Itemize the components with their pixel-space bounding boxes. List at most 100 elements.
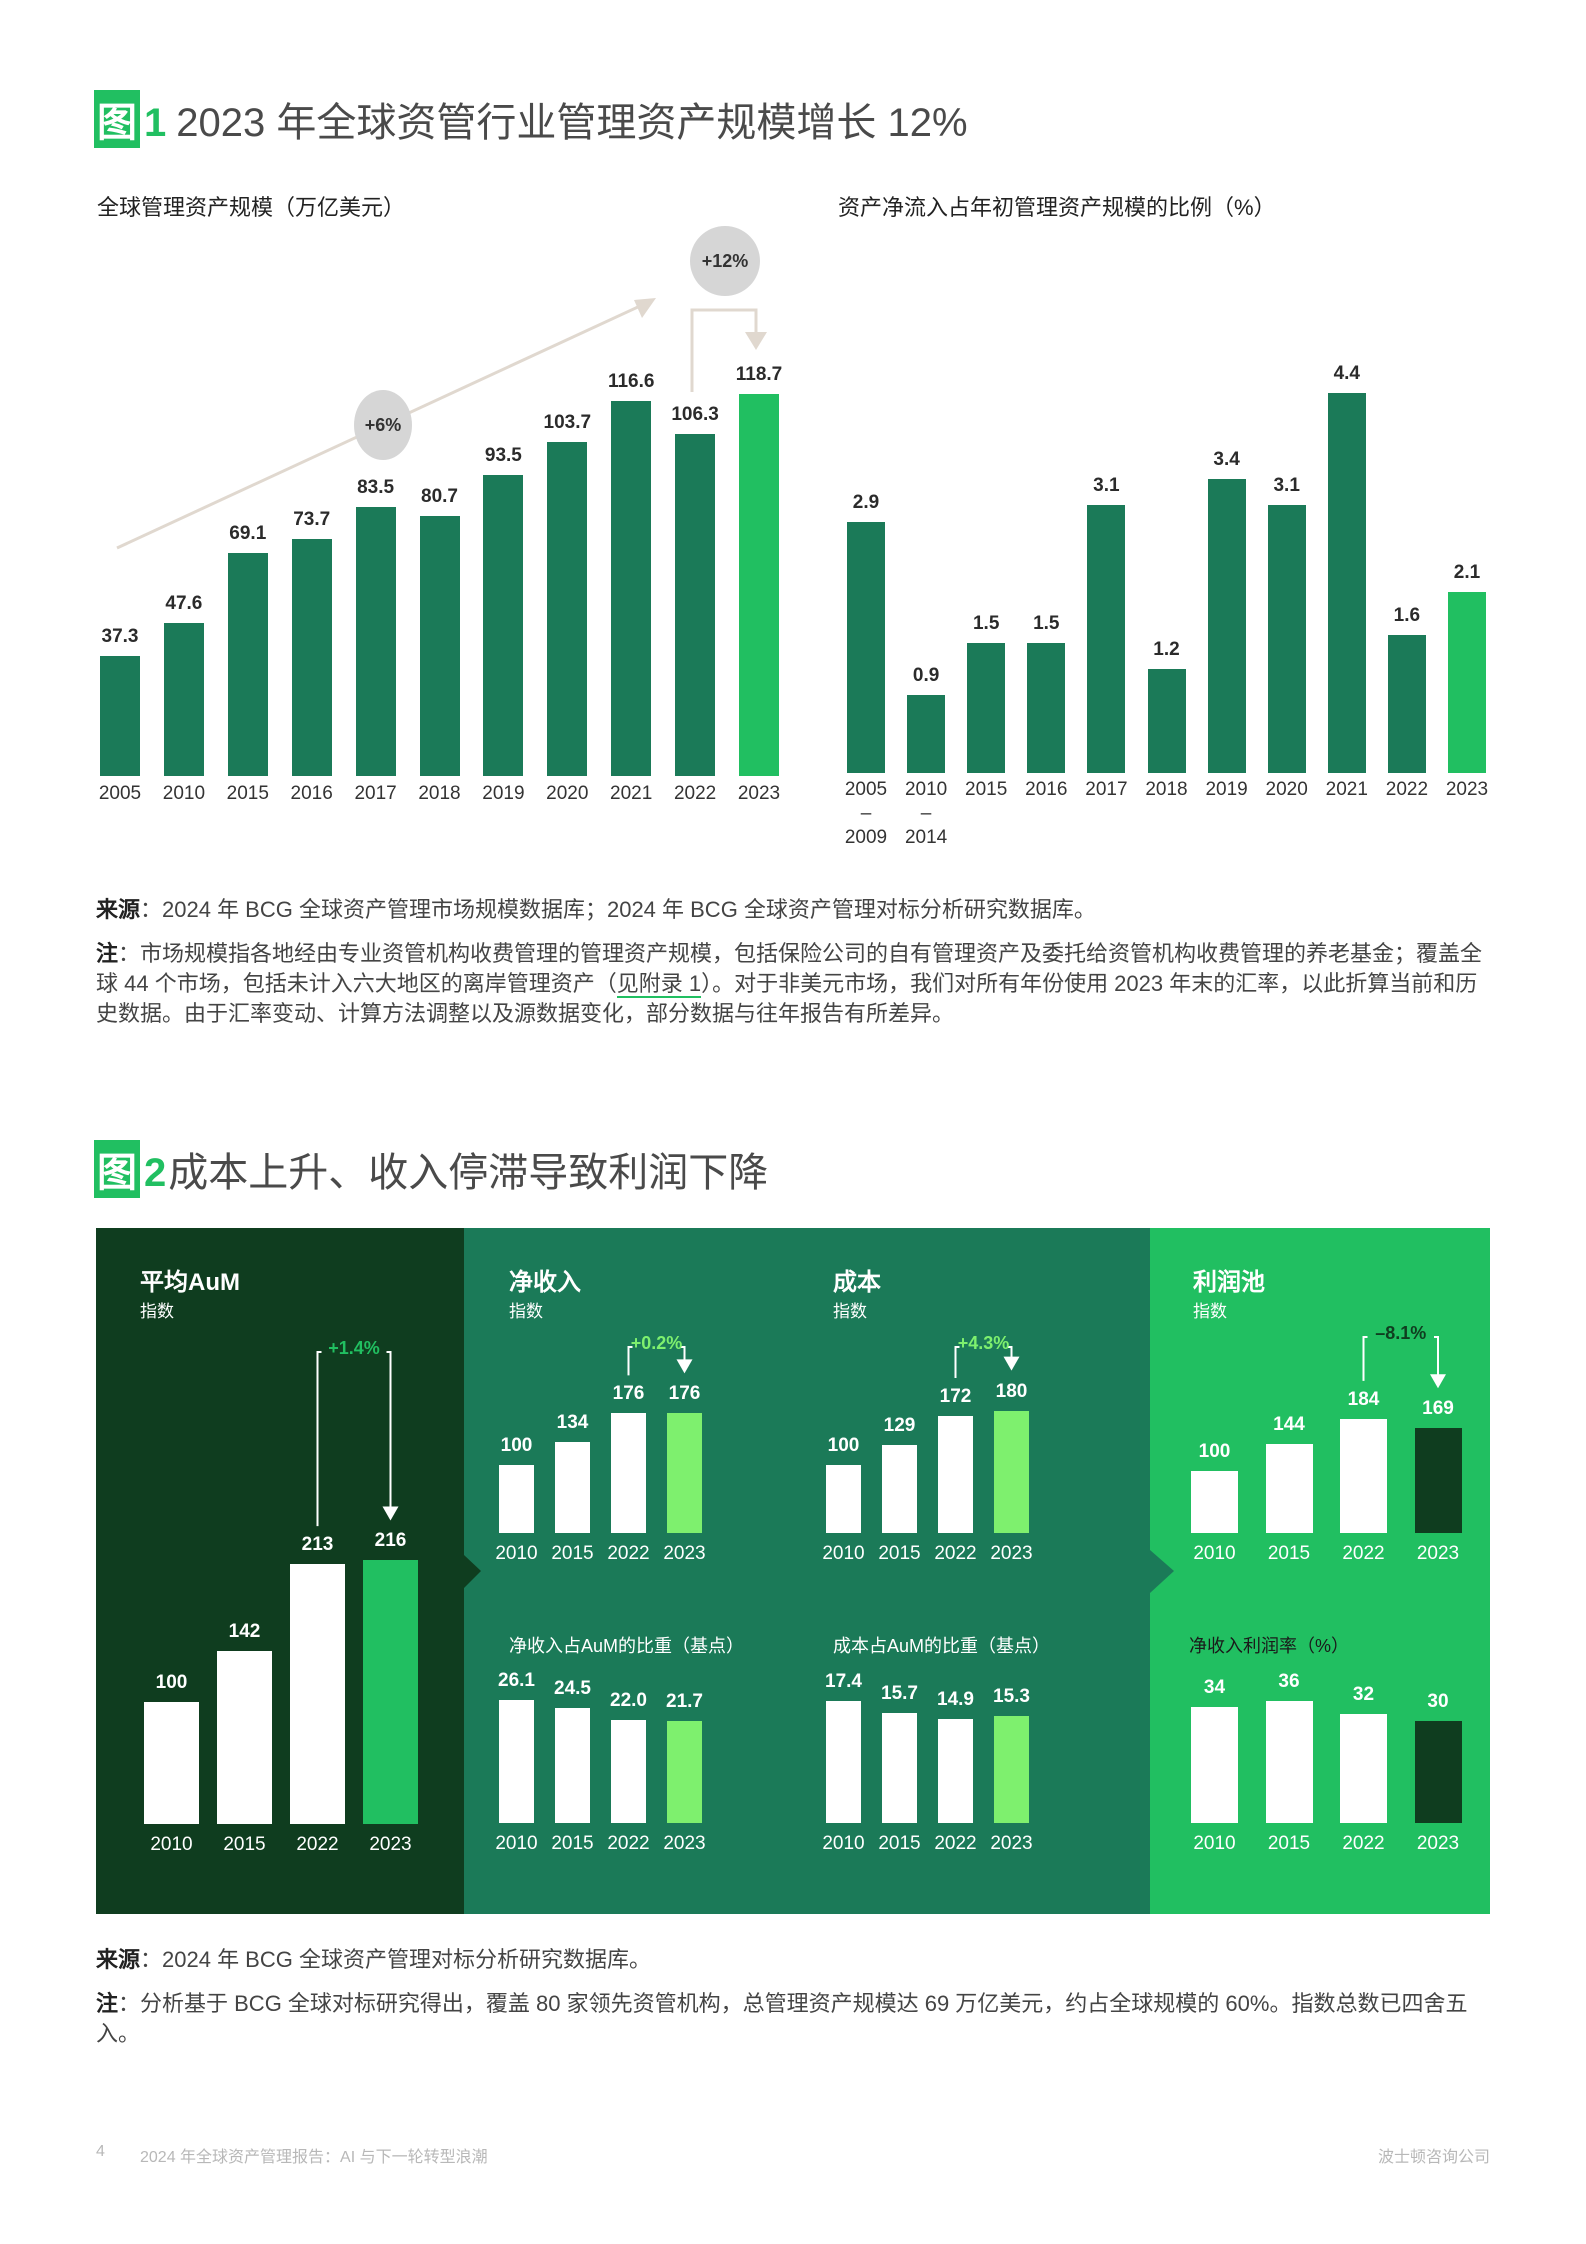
figure-tag: 图 (94, 1140, 140, 1198)
figure-2-note: 注：分析基于 BCG 全球对标研究得出，覆盖 80 家领先资管机构，总管理资产规… (96, 1989, 1496, 2049)
bar-value-label: 30 (1427, 1691, 1449, 1712)
bar (100, 655, 140, 776)
source-label: 来源 (96, 897, 141, 922)
bar (1327, 392, 1366, 773)
bar-value-label: 3.1 (1273, 475, 1300, 497)
figure-title-text: 成本上升、收入停滞导致利润下降 (168, 1151, 769, 1195)
x-axis-label: 2023 (1416, 1833, 1460, 1854)
figure-number: 1 (144, 101, 167, 145)
x-axis-label: 2015 (223, 1834, 266, 1855)
x-axis-label: 2010 (495, 1833, 538, 1854)
x-axis-label: 2020 (546, 783, 589, 804)
panel-revenue-title: 净收入 (509, 1269, 581, 1296)
bar (611, 400, 652, 776)
panel-cost-title: 成本 (833, 1269, 881, 1296)
bar-value-label: 83.5 (357, 477, 395, 499)
x-axis-label: 2015 (965, 779, 1008, 800)
bar-value-label: 213 (301, 1534, 334, 1556)
bar (355, 507, 396, 776)
x-axis-label: 2021 (1325, 779, 1368, 800)
bar (1265, 1443, 1313, 1533)
bar-value-label: 1.5 (1033, 613, 1060, 635)
x-axis-label: 2023 (663, 1833, 706, 1854)
bar-value-label: 69.1 (229, 523, 267, 545)
appendix-link[interactable]: 见附录 1 (616, 971, 702, 998)
bar (611, 1413, 646, 1533)
bar (1414, 1721, 1462, 1823)
bar (1191, 1707, 1238, 1823)
x-axis-label: 2005 (98, 783, 142, 804)
x-axis-label: 2023 (1416, 1543, 1460, 1564)
bar (217, 1650, 272, 1824)
bar (1191, 1471, 1238, 1533)
x-axis-label: 2015 (551, 1543, 594, 1564)
bar-value-label: 15.3 (993, 1685, 1030, 1707)
x-axis-label: 2015 (878, 1833, 921, 1854)
note-label: 注 (96, 941, 119, 966)
bar (1147, 669, 1186, 773)
x-axis-label: 2017 (1085, 779, 1128, 800)
bar-value-label: 100 (1198, 1441, 1231, 1462)
x-axis-label: 2010 (1193, 1543, 1236, 1564)
bar (499, 1700, 534, 1823)
bar (547, 442, 588, 776)
x-axis-label: 2019 (482, 783, 525, 804)
note-text-cont: ）。对于非美元市场，我们对所有年份使用 2023 年末的汇率，以此折算当前和历史… (96, 971, 1478, 1026)
company-name: 波士顿咨询公司 (1377, 2149, 1490, 2166)
bar-value-label: 118.7 (735, 363, 783, 385)
x-axis-label: 2010 (822, 1543, 865, 1564)
bar-value-label: 2.9 (852, 492, 880, 514)
note-label: 注 (96, 1991, 119, 2016)
x-axis-label: 2022 (673, 783, 717, 804)
bar-value-label: 93.5 (484, 444, 522, 466)
x-axis-label: 2017 (354, 783, 397, 804)
bar (675, 433, 716, 776)
bar-value-label: 0.9 (912, 665, 940, 687)
x-axis-label: 2015 (878, 1543, 921, 1564)
bar (1265, 1700, 1313, 1823)
bar (1387, 634, 1426, 773)
x-axis-label: 2018 (418, 783, 461, 804)
panel-profit-subtitle: 指数 (1193, 1302, 1227, 1321)
revenue-bps-title: 净收入占AuM的比重（基点） (509, 1636, 745, 1656)
panel-aum-title: 平均AuM (140, 1269, 240, 1296)
bar-value-label: 32 (1352, 1684, 1375, 1706)
figure-1-title: 图 1 2023 年全球资管行业管理资产规模增长 12% (94, 90, 968, 148)
bar (882, 1445, 917, 1533)
cagr-badge: +6% (354, 390, 412, 460)
bar-value-label: 129 (883, 1415, 916, 1437)
x-axis-label: 2010 (150, 1834, 193, 1855)
bar-value-label: 24.5 (554, 1677, 591, 1699)
bar-value-label: 3.1 (1093, 475, 1120, 497)
bar (1340, 1714, 1387, 1823)
x-axis-label: 2015 (226, 783, 269, 804)
bar (1207, 479, 1246, 773)
x-axis-label: 2010 (495, 1543, 538, 1564)
bar (363, 1560, 418, 1824)
x-axis-label: 2018 (1145, 779, 1188, 800)
x-axis-label: 2021 (610, 783, 653, 804)
x-axis-label: 2010 (822, 1833, 865, 1854)
x-axis-label: 2022 (296, 1834, 339, 1855)
yoy-badge: +12% (690, 226, 760, 296)
bar (667, 1721, 702, 1823)
panel-aum-subtitle: 指数 (140, 1302, 174, 1321)
bar (1087, 505, 1126, 773)
bar (938, 1416, 973, 1533)
bar (994, 1715, 1029, 1823)
bar-value-label: 37.3 (101, 625, 139, 647)
bar-value-label: 184 (1347, 1388, 1380, 1410)
bar (739, 393, 779, 776)
figure-2-title: 图 2成本上升、收入停滞导致利润下降 (94, 1140, 768, 1198)
bar (419, 516, 460, 776)
bar (291, 538, 332, 776)
bar-value-label: 106.3 (671, 403, 719, 425)
bar (163, 622, 204, 776)
x-axis-label: 2023 (663, 1543, 706, 1564)
panel-profit-title: 利润池 (1193, 1269, 1265, 1296)
x-axis-label: 2023 (990, 1833, 1033, 1854)
